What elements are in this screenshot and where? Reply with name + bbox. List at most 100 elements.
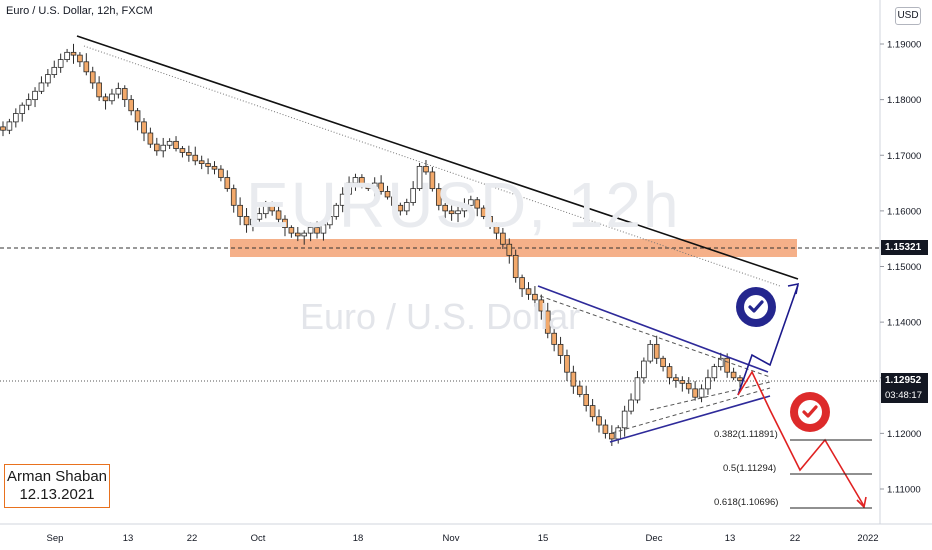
price-tick-label: 1.12000	[887, 429, 921, 440]
candle-body	[218, 168, 224, 178]
price-tick-label: 1.14000	[887, 318, 921, 329]
candle-body	[186, 152, 192, 156]
candle-body	[243, 216, 250, 226]
candle-body	[25, 99, 32, 106]
candle-body	[38, 82, 45, 92]
candle-body	[320, 224, 327, 234]
price-tick-label: 1.18000	[887, 95, 921, 106]
price-tick-label: 1.11000	[887, 485, 921, 496]
candle-body	[378, 182, 384, 192]
candle-body	[538, 299, 545, 312]
triangle-lower-dashed	[611, 387, 771, 434]
candle-body	[134, 110, 141, 123]
candle-body	[179, 148, 186, 153]
candle-body	[410, 188, 416, 203]
candle-body	[474, 199, 481, 209]
candle-body	[314, 227, 320, 234]
check-badge-icon-red	[790, 392, 830, 432]
price-tick-label: 1.19000	[887, 40, 921, 51]
candle-body	[275, 210, 282, 220]
candle-body	[19, 104, 26, 114]
author-card: Arman Shaban 12.13.2021	[4, 464, 110, 508]
candle-body	[109, 93, 115, 102]
bullish-arrow-head	[787, 282, 800, 295]
fib-500-label: 0.5(1.11294)	[723, 463, 776, 474]
candle-body	[564, 355, 570, 373]
check-mark-icon	[798, 400, 822, 424]
candle-body	[147, 132, 154, 145]
candle-body	[455, 210, 461, 215]
price-tick-label: 1.17000	[887, 151, 921, 162]
candle-body	[602, 424, 609, 434]
candle-body	[96, 82, 102, 98]
level-price-tag: 1.15321	[881, 240, 928, 255]
candle-body	[256, 213, 263, 220]
candle-body	[102, 96, 109, 102]
candle-body	[403, 202, 410, 212]
candle-body	[641, 360, 647, 379]
triangle-lower-line	[609, 395, 771, 443]
candle-body	[519, 277, 525, 290]
candle-body	[51, 66, 58, 75]
candle-body	[423, 165, 429, 173]
candle-body	[282, 218, 288, 228]
candle-body	[301, 232, 308, 237]
triangle-upper-dashed	[539, 295, 771, 378]
author-name: Arman Shaban	[6, 468, 108, 485]
candle-body	[384, 191, 391, 198]
candle-body	[237, 204, 243, 217]
candle-body	[653, 343, 660, 359]
candle-body	[397, 204, 404, 212]
currency-button[interactable]: USD	[895, 7, 921, 25]
candle-body	[609, 432, 615, 440]
candle-body	[198, 160, 205, 164]
candle-body	[192, 154, 199, 162]
candle-body	[371, 182, 378, 190]
candle-body	[352, 177, 359, 184]
candle-body	[288, 227, 295, 234]
candle-body	[57, 59, 64, 68]
candle-body	[730, 371, 737, 379]
candle-body	[711, 366, 718, 379]
candle-body	[596, 416, 602, 426]
candle-body	[512, 254, 519, 279]
candle-body	[333, 204, 340, 217]
main-trendline	[76, 35, 799, 280]
candle-body	[532, 293, 538, 301]
candle-body	[391, 196, 397, 206]
candle-body	[0, 126, 6, 131]
candle-body	[115, 88, 122, 95]
candle-body	[346, 182, 352, 195]
time-tick-label: Dec	[646, 533, 663, 544]
candle-body	[480, 207, 487, 217]
candle-body	[435, 188, 442, 206]
candle-body	[660, 357, 666, 368]
fib-382-label: 0.382(1.11891)	[714, 429, 778, 440]
candle-body	[615, 427, 622, 440]
candle-body	[141, 121, 147, 134]
candle-body	[307, 227, 314, 234]
candle-body	[160, 144, 167, 152]
candle-body	[6, 121, 13, 131]
candle-body	[77, 54, 83, 63]
candle-body	[468, 199, 474, 206]
time-tick-label: Oct	[251, 533, 266, 544]
price-tick-label: 1.15000	[887, 262, 921, 273]
candle-body	[557, 343, 564, 356]
candle-body	[461, 204, 468, 212]
candle-body	[64, 51, 70, 60]
candle-body	[589, 405, 596, 418]
candle-body	[205, 163, 211, 167]
time-tick-label: 15	[538, 533, 549, 544]
candle-body	[698, 388, 705, 398]
candle-body	[339, 193, 346, 206]
fib-618-label: 0.618(1.10696)	[714, 497, 778, 508]
bearish-arrow-head	[856, 496, 867, 509]
candle-body	[685, 382, 692, 390]
time-tick-label: 13	[123, 533, 134, 544]
candle-body	[724, 357, 730, 373]
candle-body	[493, 224, 500, 234]
bearish-projection-path	[737, 370, 865, 507]
time-tick-label: Nov	[443, 533, 460, 544]
